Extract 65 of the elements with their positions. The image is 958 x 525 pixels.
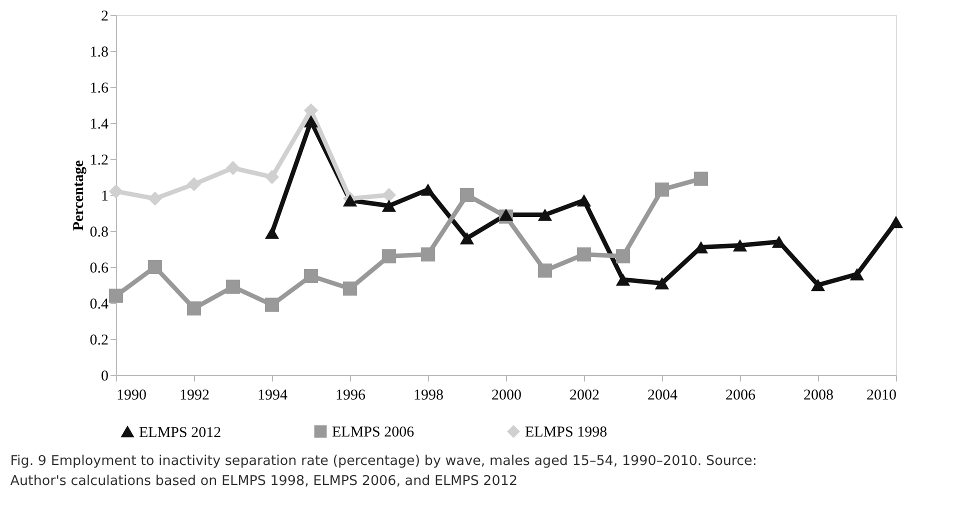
point [538,208,552,221]
point [732,239,748,252]
point [538,264,552,278]
point [304,115,318,128]
y-tick-label: 1.8 [90,44,108,60]
point [186,301,202,316]
x-tick-label: 1998 [414,388,444,404]
point [148,260,162,274]
point [420,183,436,196]
y-tick-label: 0.6 [90,260,109,276]
point [186,177,202,192]
y-tick-label: 1.4 [90,116,109,132]
point [264,170,280,184]
point [304,268,318,284]
x-tick-label: 2010 [866,388,896,404]
point [108,184,124,198]
point [694,172,708,186]
y-tick-label: 0 [101,368,108,384]
point [264,298,280,312]
point [460,188,474,202]
x-tick-label: 1990 [116,388,146,404]
point [810,278,826,292]
point [576,194,592,207]
x-tick-label: 2008 [804,388,834,404]
x-tick-label: 2006 [726,388,756,404]
point [616,273,630,286]
point [460,232,474,244]
x-tick-label: 2002 [570,388,600,404]
point [226,160,240,176]
point [850,268,864,280]
caption: Fig. 9 Employment to inactivity separation rate (percentage) by wave, males aged 15–54, 1990–2010. Source: Author's calculations based on ELMPS 1998, ELMPS 2006, and ELMPS 2012 [10,453,757,489]
point [772,236,786,248]
point [264,226,280,239]
point [148,192,162,206]
point [654,277,670,290]
x-tick-label: 1996 [336,388,366,404]
point [342,194,358,207]
x-tick-label: 1994 [258,388,288,404]
legend-label: ELMPS 1998 [525,424,608,441]
point [382,200,396,212]
legend-label: ELMPS 2012 [139,424,222,441]
y-tick-label: 0.4 [90,296,109,312]
y-tick-label: 1 [101,188,108,204]
x-tick-label: 2000 [492,388,522,404]
point [382,249,396,264]
point [654,182,670,197]
legend-label: ELMPS 2006 [332,424,415,441]
x-tick-label: 1992 [180,388,210,404]
y-tick-label: 0.8 [90,224,108,240]
point [576,247,592,262]
point [420,247,436,262]
y-axis-title: Percentage [70,160,87,231]
y-tick-label: 0.2 [90,332,108,348]
y-tick-label: 1.6 [90,80,109,96]
point [382,188,396,202]
point [498,208,514,221]
point [304,103,318,118]
y-tick-label: 1.2 [90,152,108,168]
point [888,216,904,228]
y-tick-label: 2 [101,8,108,24]
point [342,282,358,296]
point [226,280,240,294]
point [108,288,124,303]
x-tick-label: 2004 [648,388,678,404]
point [616,249,630,264]
